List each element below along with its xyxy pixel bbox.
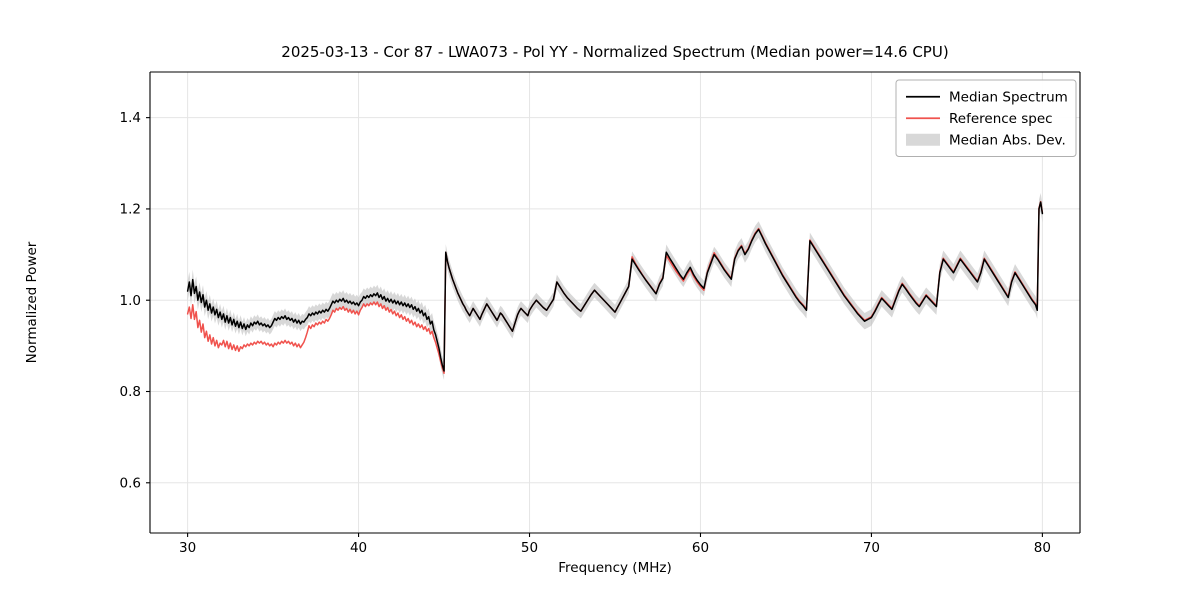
- y-tick-label: 0.6: [120, 475, 141, 491]
- chart-title: 2025-03-13 - Cor 87 - LWA073 - Pol YY - …: [281, 43, 948, 61]
- y-tick-label: 1.0: [120, 293, 141, 309]
- y-tick-label: 0.8: [120, 384, 141, 400]
- y-axis-label: Normalized Power: [24, 241, 40, 363]
- y-tick-label: 1.2: [120, 202, 141, 218]
- legend-label: Median Spectrum: [949, 89, 1068, 105]
- x-tick-label: 50: [521, 540, 538, 556]
- legend-swatch-mad: [906, 133, 940, 146]
- y-tick-label: 1.4: [120, 110, 141, 126]
- x-tick-label: 40: [350, 540, 367, 556]
- legend-label: Median Abs. Dev.: [949, 132, 1066, 148]
- x-tick-label: 70: [863, 540, 880, 556]
- x-axis-label: Frequency (MHz): [558, 560, 671, 576]
- chart-legend[interactable]: Median Spectrum Reference spec Median Abs.…: [895, 79, 1077, 157]
- x-tick-label: 30: [179, 540, 196, 556]
- x-tick-label: 80: [1034, 540, 1051, 556]
- legend-label: Reference spec: [949, 111, 1053, 127]
- axes-spines: [149, 71, 1081, 534]
- y-axis-ticks: 0.6 0.8 1.0 1.2 1.4: [120, 110, 150, 491]
- median-spectrum-line: [186, 201, 1044, 372]
- x-tick-label: 60: [692, 540, 709, 556]
- x-axis-ticks: 30 40 50 60 70 80: [179, 533, 1051, 556]
